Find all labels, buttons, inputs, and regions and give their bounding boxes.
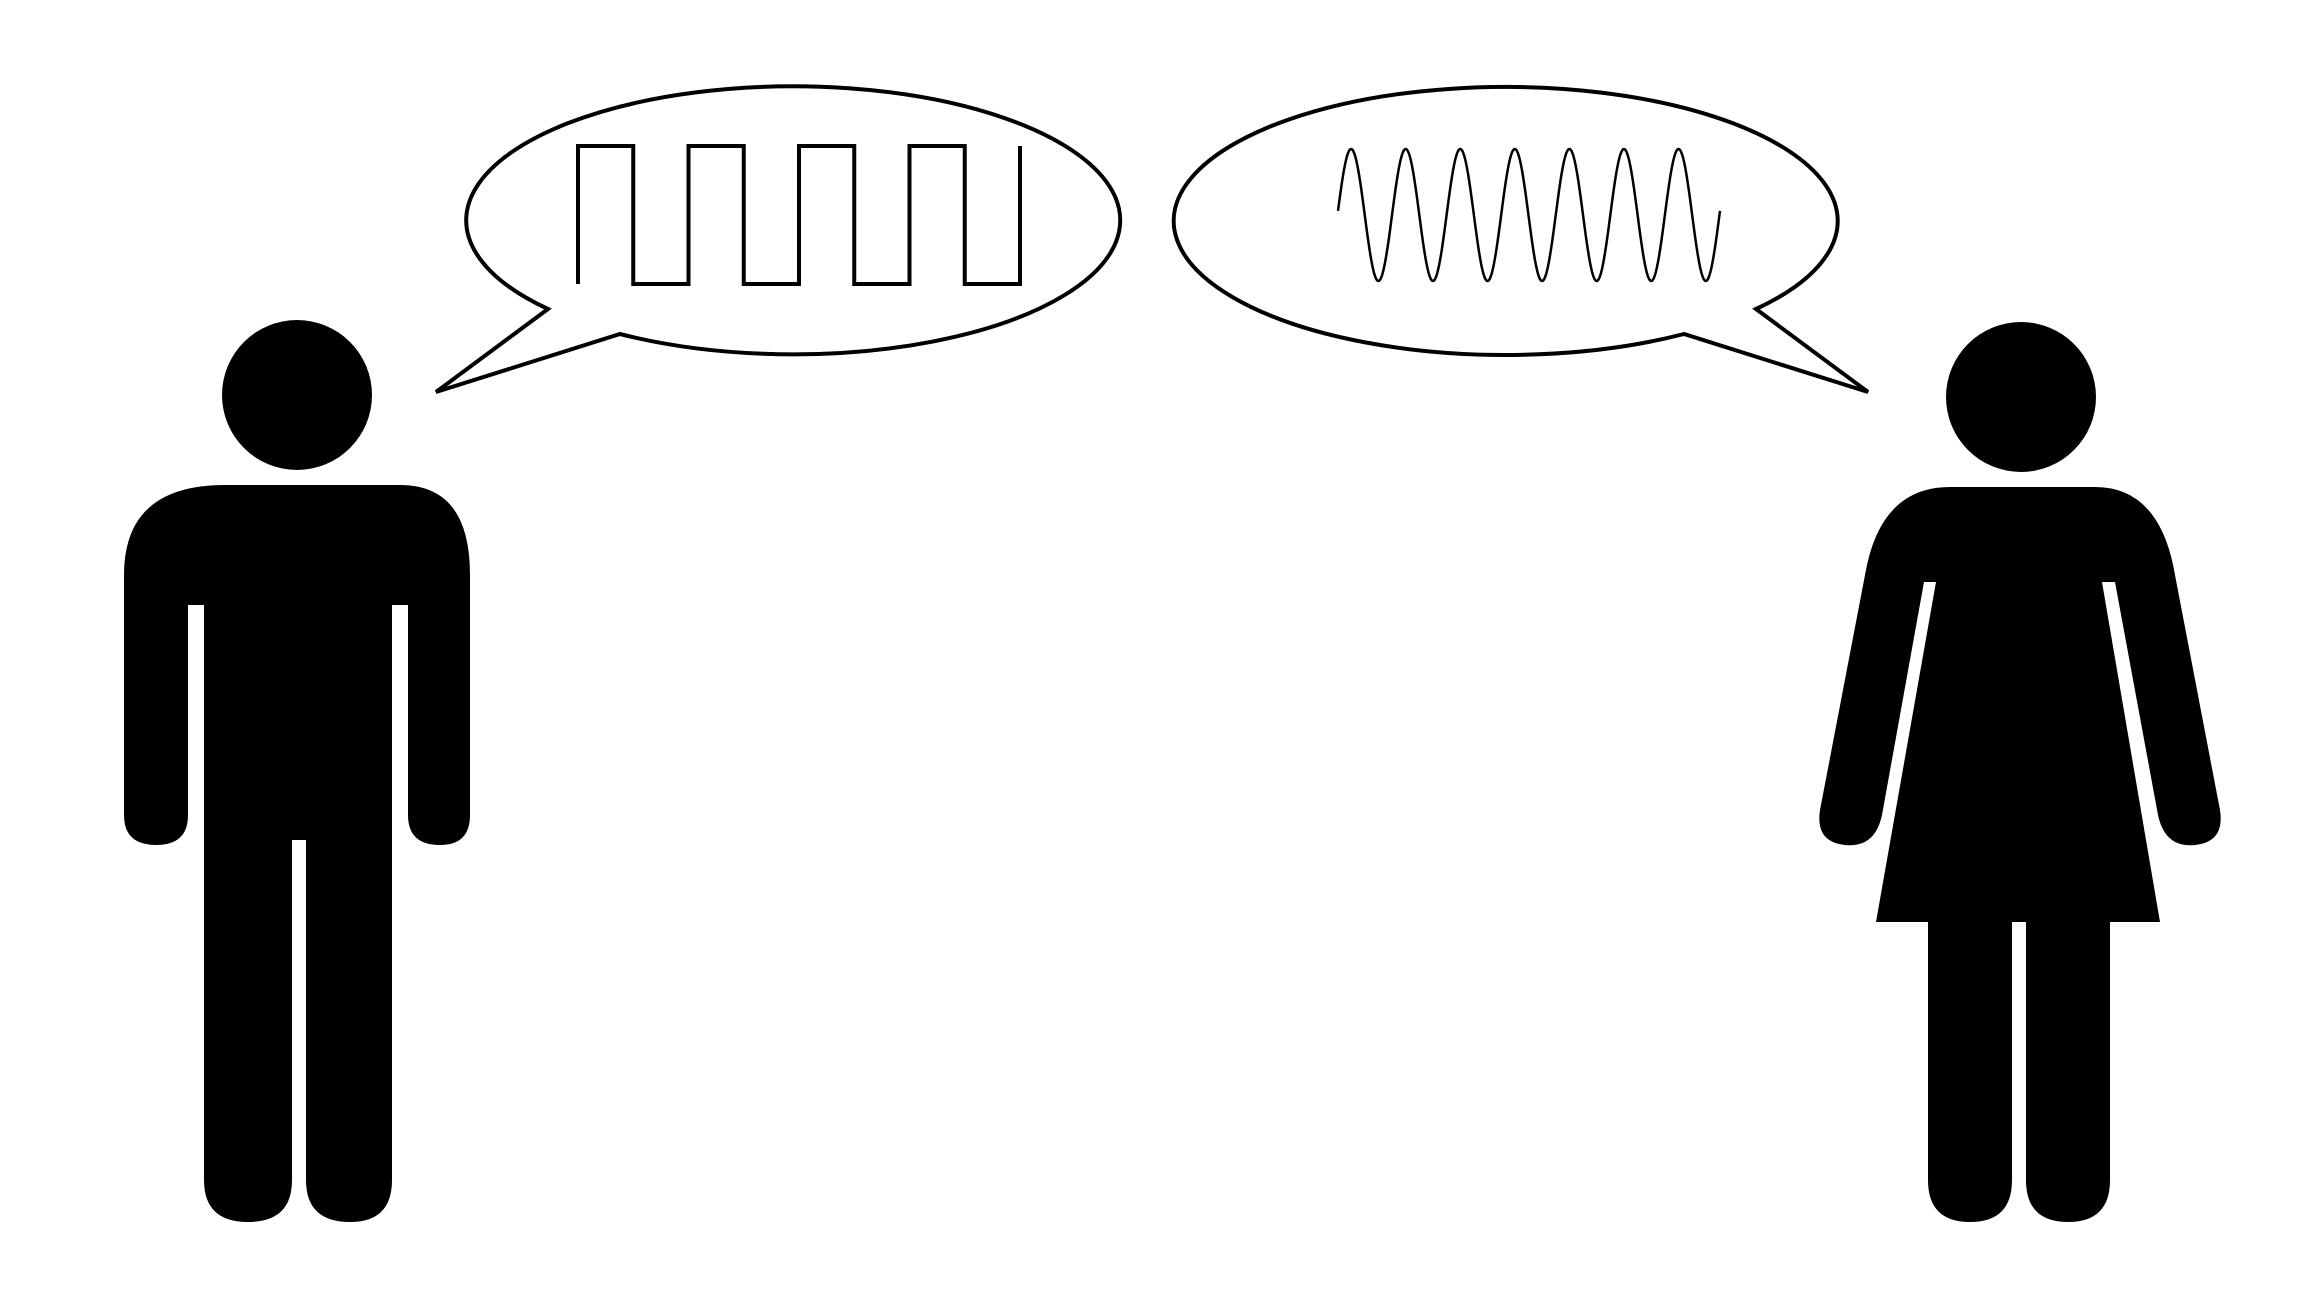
left-speech-bubble bbox=[434, 84, 1123, 394]
man-icon bbox=[124, 320, 470, 1222]
right-bubble-outline bbox=[1171, 84, 1870, 394]
woman-head bbox=[1946, 322, 2096, 472]
man-body bbox=[124, 485, 470, 1222]
left-bubble-outline bbox=[434, 84, 1123, 394]
sine-wave-icon bbox=[1336, 147, 1722, 283]
woman-body bbox=[1819, 487, 2221, 1222]
right-speech-bubble bbox=[1171, 84, 1870, 394]
square-wave-icon bbox=[576, 144, 1022, 286]
woman-icon bbox=[1819, 322, 2221, 1222]
man-head bbox=[222, 320, 372, 470]
